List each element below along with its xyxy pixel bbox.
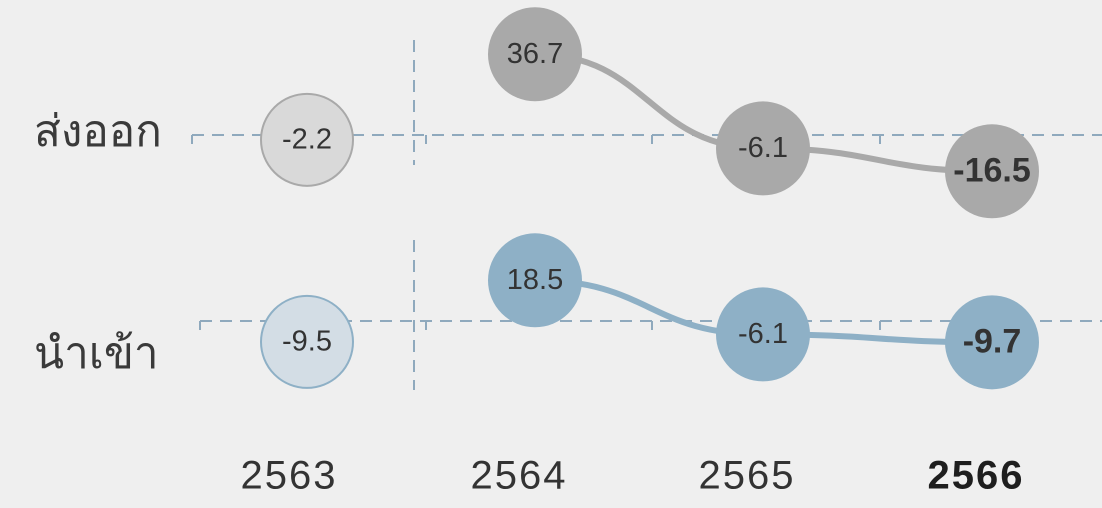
- data-label: 18.5: [507, 264, 563, 296]
- data-point: [488, 233, 582, 328]
- data-point: [945, 124, 1039, 219]
- data-label: -9.7: [963, 322, 1022, 360]
- series-label: ส่งออก: [34, 106, 162, 157]
- data-label: -9.5: [282, 326, 332, 358]
- data-label: 36.7: [507, 38, 563, 70]
- data-label: -2.2: [282, 123, 332, 155]
- x-tick-label: 2565: [699, 454, 796, 498]
- x-tick-label: 2566: [928, 454, 1025, 498]
- data-label: -16.5: [953, 151, 1031, 189]
- data-label: -6.1: [738, 318, 788, 350]
- data-point: [945, 295, 1039, 390]
- data-point: [260, 92, 354, 187]
- x-tick-label: 2564: [471, 454, 568, 498]
- data-point: [716, 287, 810, 382]
- series-label: นำเข้า: [34, 328, 159, 379]
- data-point: [488, 7, 582, 102]
- data-label: -6.1: [738, 132, 788, 164]
- x-tick-label: 2563: [241, 454, 338, 498]
- data-point: [716, 101, 810, 196]
- data-point: [260, 294, 354, 389]
